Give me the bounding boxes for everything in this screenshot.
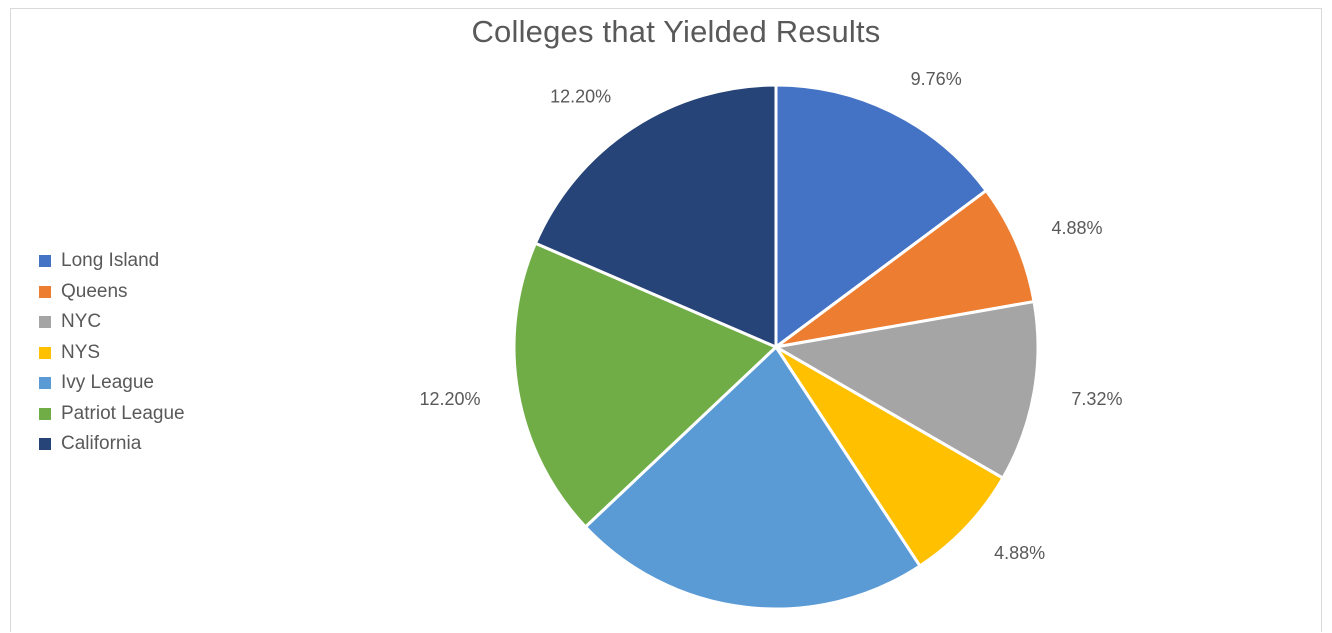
legend-swatch (39, 255, 51, 268)
pie-slice-nys (774, 345, 1005, 568)
legend-label: NYC (61, 311, 102, 333)
data-label-queens: 4.88% (1051, 218, 1102, 238)
pie-slice-california (533, 83, 778, 349)
legend-item-california: California (39, 429, 185, 460)
chart-title: Colleges that Yielded Results (471, 14, 881, 49)
legend-swatch (39, 316, 51, 329)
legend-label: Patriot League (61, 402, 185, 424)
data-label-california: 12.20% (550, 86, 611, 106)
pie-data-labels: 9.76%4.88%7.32%4.88%14.63%12.20%12.20% (420, 69, 1123, 563)
legend-label: Long Island (61, 250, 160, 272)
legend-item-nyc: NYC (39, 307, 185, 338)
pie-slice-long-island (774, 83, 988, 349)
legend-swatch (39, 438, 51, 451)
data-label-patriot-league: 12.20% (420, 389, 481, 409)
legend-item-queens: Queens (39, 277, 185, 308)
pie-slice-patriot-league (512, 241, 778, 529)
legend-swatch (39, 346, 51, 359)
pie-slice-ivy-league (583, 345, 922, 611)
legend-item-long-island: Long Island (39, 246, 185, 277)
data-label-nyc: 7.32% (1071, 389, 1122, 409)
pie-slices (512, 83, 1040, 611)
legend-swatch (39, 377, 51, 390)
pie-slice-nyc (774, 300, 1040, 480)
pie-slice-queens (774, 189, 1036, 349)
legend-label: Ivy League (61, 372, 154, 394)
chart-legend: Long Island Queens NYC NYS Ivy League Patriot… (39, 246, 185, 460)
legend-swatch (39, 285, 51, 298)
legend-swatch (39, 407, 51, 420)
data-label-nys: 4.88% (994, 543, 1045, 563)
legend-label: NYS (61, 341, 101, 363)
legend-label: Queens (61, 280, 128, 302)
legend-item-patriot-league: Patriot League (39, 399, 185, 430)
legend-item-ivy-league: Ivy League (39, 368, 185, 399)
data-label-long-island: 9.76% (911, 69, 962, 89)
legend-label: California (61, 433, 142, 455)
legend-item-nys: NYS (39, 338, 185, 369)
